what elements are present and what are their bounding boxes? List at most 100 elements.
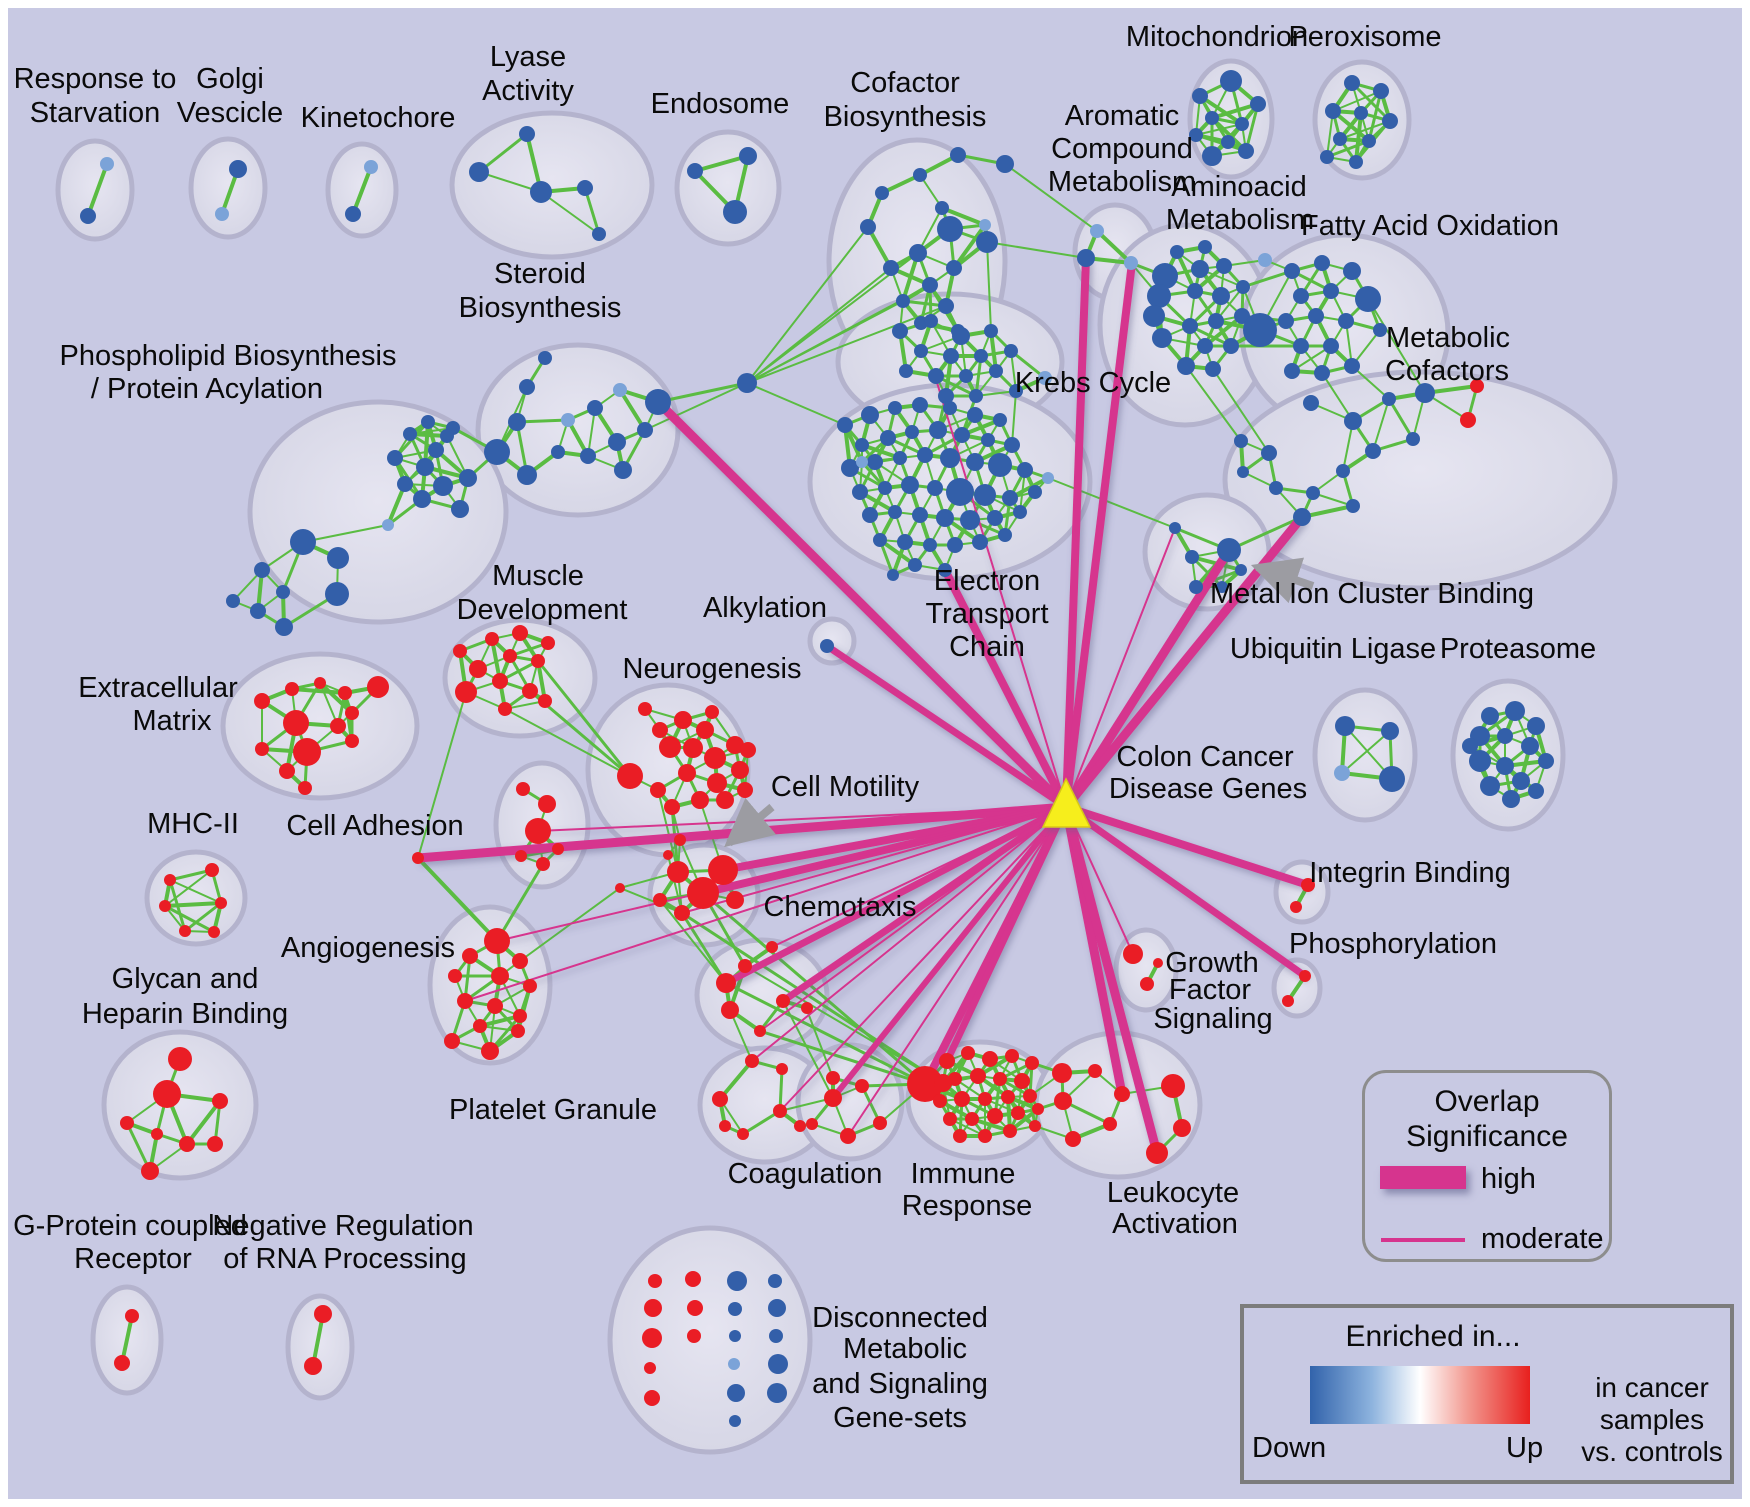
label-electron-transport-chain: Electron bbox=[934, 565, 1040, 597]
gene-set-node-coagulation bbox=[806, 1118, 818, 1130]
gene-set-node-steroid-biosynthesis bbox=[551, 445, 565, 459]
gene-set-node-immune-response bbox=[970, 1068, 986, 1084]
gene-set-node-steroid-biosynthesis bbox=[538, 351, 552, 365]
green-link bbox=[680, 911, 728, 985]
gene-set-node-neurogenesis bbox=[674, 711, 692, 729]
gene-set-node-electron-transport-chain bbox=[867, 454, 883, 470]
gene-set-node-immune-response bbox=[978, 1092, 992, 1106]
edge-mhc-ii bbox=[168, 868, 214, 882]
gene-set-node-glycan-heparin-binding bbox=[153, 1080, 181, 1108]
gene-set-node-fatty-acid-oxidation bbox=[1343, 262, 1361, 280]
gene-set-node-muscle-development bbox=[492, 673, 508, 689]
edge-cofactor-biosynthesis bbox=[940, 206, 987, 227]
pointer-arrow bbox=[1250, 557, 1315, 604]
edge-mhc-ii bbox=[163, 901, 223, 908]
gene-set-node-cofactor-biosynthesis bbox=[875, 186, 889, 200]
gene-set-node-extracellular-matrix bbox=[330, 718, 346, 734]
gene-set-node-aminoacid-metabolism bbox=[1152, 263, 1178, 289]
gene-set-node-neurogenesis bbox=[683, 738, 703, 758]
gene-set-node-neurogenesis bbox=[704, 747, 726, 769]
edge-mhc-ii bbox=[164, 869, 213, 907]
gene-set-node-metal-ion-cluster-binding bbox=[1216, 581, 1228, 593]
gene-set-node-fatty-acid-oxidation bbox=[1355, 286, 1381, 312]
gene-set-node-fatty-acid-oxidation bbox=[1323, 283, 1339, 299]
gene-set-node-cofactor-biosynthesis bbox=[938, 298, 954, 314]
gene-set-node-angiogenesis bbox=[523, 979, 537, 993]
label-cofactor-biosynthesis: Cofactor bbox=[850, 67, 960, 99]
gene-set-node-lyase-activity bbox=[469, 162, 489, 182]
gene-set-node-proteasome bbox=[1502, 790, 1520, 808]
gene-set-node-steroid-biosynthesis bbox=[580, 448, 596, 464]
gene-set-node-cofactor-biosynthesis bbox=[996, 155, 1014, 173]
gene-set-node-electron-transport-chain bbox=[905, 425, 919, 439]
gene-set-node-steroid-biosynthesis bbox=[519, 379, 535, 395]
gene-set-node-cofactor-biosynthesis bbox=[935, 201, 949, 215]
cluster-ellipse-metabolic-cofactors bbox=[1222, 369, 1618, 591]
edge-metal-ion-cluster-binding bbox=[1190, 555, 1224, 589]
gene-set-node-fatty-acid-oxidation bbox=[1284, 263, 1300, 279]
edge-peroxisome bbox=[1332, 90, 1382, 112]
green-link bbox=[729, 1009, 753, 1062]
overlap-edge-moderate bbox=[751, 806, 1067, 1062]
overlap-edge-high bbox=[941, 568, 1070, 809]
label-metabolic-cofactors: Cofactors bbox=[1385, 355, 1509, 387]
gene-set-node-disconnected-gene-sets bbox=[727, 1271, 747, 1291]
gene-set-node-peroxisome bbox=[1333, 132, 1347, 146]
gene-set-node-bridge-motility-left bbox=[615, 883, 625, 893]
gene-set-node-extracellular-matrix bbox=[283, 710, 309, 736]
gene-set-node-electron-transport-chain bbox=[987, 510, 1003, 526]
label-golgi-vescicle: Vescicle bbox=[177, 97, 283, 129]
green-link bbox=[746, 382, 846, 426]
gene-set-node-proteasome bbox=[1528, 783, 1544, 799]
gene-set-node-immune-response bbox=[993, 1072, 1007, 1086]
gene-set-node-aminoacid-metabolism bbox=[1216, 258, 1232, 274]
green-link bbox=[1047, 477, 1176, 529]
gene-set-node-extracellular-matrix bbox=[367, 676, 389, 698]
gene-set-node-metabolic-cofactors bbox=[1344, 412, 1362, 430]
gene-set-node-aromatic-compound-metabolism bbox=[1077, 249, 1095, 267]
gene-set-node-angiogenesis bbox=[484, 928, 510, 954]
gene-set-node-immune-response bbox=[978, 1129, 992, 1143]
gene-set-node-disconnected-gene-sets bbox=[727, 1384, 745, 1402]
high-significance-label: high bbox=[1481, 1163, 1536, 1195]
gene-set-node-electron-transport-chain bbox=[1013, 505, 1027, 519]
gene-set-node-proteasome bbox=[1462, 738, 1478, 754]
gene-set-node-mitochondrion bbox=[1250, 96, 1266, 112]
gene-set-node-disconnected-gene-sets bbox=[769, 1329, 783, 1343]
gene-set-node-mhc-ii bbox=[205, 863, 219, 877]
overlap-edge-moderate bbox=[779, 806, 1067, 1112]
green-link bbox=[1212, 368, 1270, 454]
gene-set-node-electron-transport-chain bbox=[936, 509, 954, 527]
edge-peroxisome bbox=[1325, 139, 1371, 159]
green-link bbox=[986, 241, 992, 332]
gene-set-node-metabolic-cofactors bbox=[1346, 499, 1360, 513]
moderate-significance-swatch bbox=[1381, 1238, 1465, 1242]
label-fatty-acid-oxidation: Fatty Acid Oxidation bbox=[1301, 210, 1559, 242]
gene-set-node-ubiquitin-ligase bbox=[1335, 716, 1355, 736]
gene-set-node-metal-ion-cluster-binding bbox=[1189, 580, 1203, 594]
cluster-ellipse-mhc-ii bbox=[144, 849, 248, 947]
gene-set-node-electron-transport-chain bbox=[855, 438, 869, 452]
label-glycan-heparin-binding: Glycan and bbox=[112, 963, 259, 995]
gene-set-node-immune-response bbox=[939, 1053, 955, 1069]
legend-overlap-significance: Overlap Significance high moderate bbox=[1362, 1070, 1612, 1262]
gene-set-node-peroxisome bbox=[1349, 155, 1363, 169]
cluster-ellipse-lyase-activity bbox=[449, 110, 655, 260]
gene-set-node-peroxisome bbox=[1354, 106, 1368, 120]
gene-set-node-phospholipid bbox=[387, 450, 403, 466]
gene-set-node-phospholipid bbox=[275, 618, 293, 636]
label-disconnected-gene-sets: Disconnected bbox=[812, 1302, 988, 1334]
gene-set-node-platelet-granule bbox=[737, 1128, 749, 1140]
label-mitochondrion: Mitochondrion bbox=[1126, 21, 1308, 53]
gene-set-node-muscle-development bbox=[453, 644, 467, 658]
gene-set-node-phosphorylation bbox=[1299, 970, 1311, 982]
label-mhc-ii: MHC-II bbox=[147, 808, 239, 840]
gene-set-node-cell-motility bbox=[726, 891, 744, 909]
gene-set-node-muscle-development bbox=[455, 681, 477, 703]
gene-set-node-chemotaxis bbox=[776, 994, 790, 1008]
gene-set-node-glycan-heparin-binding bbox=[168, 1047, 192, 1071]
gene-set-node-neurogenesis bbox=[659, 736, 681, 758]
label-growth-factor-signaling: Signaling bbox=[1153, 1003, 1272, 1035]
overlap-edge-moderate bbox=[934, 375, 1067, 808]
